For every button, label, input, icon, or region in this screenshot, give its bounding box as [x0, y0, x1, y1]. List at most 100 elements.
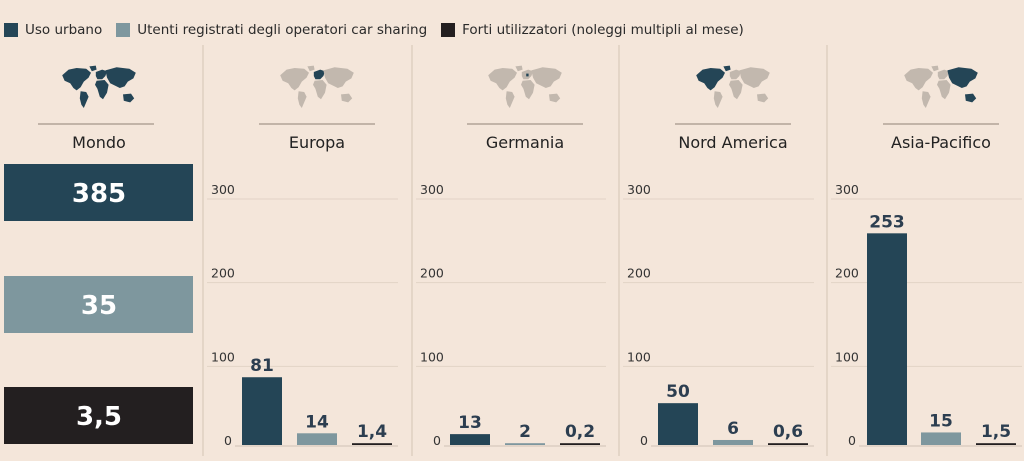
panel-title: Germania [486, 133, 564, 152]
continent-sa [79, 91, 89, 108]
legend-item: Utenti registrati degli operatori car sh… [116, 22, 427, 38]
y-tick-label: 100 [420, 349, 444, 364]
bar-value-label: 13 [458, 413, 482, 433]
continent-na [62, 65, 97, 91]
bar-value-label: 15 [929, 411, 953, 431]
bar-value-label: 0,6 [773, 422, 803, 442]
continent-sa [297, 91, 307, 108]
continent-eu [313, 69, 325, 80]
world-map-icon [62, 65, 136, 108]
summary-box [4, 387, 193, 444]
y-tick-label: 100 [835, 349, 859, 364]
region-panel: Nord America 0 100 200 300 50 6 0,6 [623, 65, 814, 448]
y-tick-label: 300 [420, 182, 444, 197]
continent-eu [937, 69, 949, 80]
y-tick-label: 300 [627, 182, 651, 197]
world-map-icon [696, 65, 770, 108]
panel-title: Mondo [72, 133, 126, 152]
continent-eu [95, 69, 107, 80]
continent-af [521, 80, 535, 100]
bar-value-label: 1,5 [981, 422, 1011, 442]
legend-label: Forti utilizzatori (noleggi multipli al … [462, 22, 744, 38]
bar-value-label: 2 [519, 422, 531, 442]
bar-value-label: 50 [666, 382, 690, 402]
y-tick-label: 200 [211, 266, 235, 281]
continent-as [323, 67, 354, 88]
legend-swatch [116, 23, 131, 37]
bar [867, 233, 907, 445]
legend-label: Utenti registrati degli operatori car sh… [137, 22, 428, 38]
summary-value: 35 [81, 291, 117, 321]
bar [242, 377, 282, 445]
bar [713, 439, 753, 445]
bar-value-label: 0,2 [565, 422, 595, 442]
legend-swatch [4, 23, 18, 37]
legend-item: Forti utilizzatori (noleggi multipli al … [441, 22, 744, 38]
bar [505, 443, 545, 445]
bar-value-label: 14 [305, 412, 329, 432]
bar [658, 403, 698, 445]
region-panel: Germania 0 100 200 300 13 2 0,2 [416, 65, 606, 448]
bar [297, 433, 337, 445]
summary-value: 3,5 [76, 402, 122, 432]
panel-title: Asia-Pacifico [891, 133, 991, 152]
continent-na [488, 65, 523, 91]
y-tick-label: 100 [211, 349, 235, 364]
bar-value-label: 1,4 [357, 422, 387, 442]
continent-au [549, 93, 561, 103]
continent-au [123, 93, 135, 103]
y-tick-label: 100 [627, 349, 651, 364]
continent-eu [729, 69, 741, 80]
continent-af [95, 80, 109, 100]
y-tick-label: 300 [835, 182, 859, 197]
bar-value-label: 81 [250, 356, 274, 376]
continent-na [696, 65, 731, 91]
continent-sa [921, 91, 931, 108]
legend: Uso urbano Utenti registrati degli operat… [4, 20, 748, 40]
legend-item: Uso urbano [4, 22, 102, 38]
panel-title: Europa [289, 133, 345, 152]
panel-title: Nord America [678, 133, 787, 152]
bar [921, 432, 961, 445]
continent-sa [713, 91, 723, 108]
region-panel: Europa 0 100 200 300 81 14 1,4 [207, 65, 398, 448]
world-map-icon [488, 65, 562, 108]
continent-as [105, 67, 136, 88]
continent-germany [526, 73, 529, 77]
y-tick-label: 0 [848, 433, 856, 448]
world-map-icon [280, 65, 354, 108]
continent-af [937, 80, 951, 100]
continent-au [341, 93, 353, 103]
continent-sa [505, 91, 515, 108]
bar [560, 443, 600, 445]
y-tick-label: 200 [835, 266, 859, 281]
continent-au [757, 93, 769, 103]
continent-as [947, 67, 978, 88]
continent-as [531, 67, 562, 88]
continent-au [965, 93, 977, 103]
bar [976, 443, 1016, 445]
y-tick-label: 0 [640, 433, 648, 448]
bar [768, 443, 808, 445]
bar [352, 443, 392, 445]
summary-box [4, 276, 193, 333]
continent-af [729, 80, 743, 100]
summary-box [4, 164, 193, 221]
y-tick-label: 300 [211, 182, 235, 197]
y-tick-label: 0 [224, 433, 232, 448]
continent-as [739, 67, 770, 88]
continent-af [313, 80, 327, 100]
region-panel: Asia-Pacifico 0 100 200 300 253 15 1,5 [831, 65, 1022, 448]
y-tick-label: 200 [420, 266, 444, 281]
bar-value-label: 253 [869, 212, 905, 232]
legend-swatch [441, 23, 456, 37]
y-tick-label: 200 [627, 266, 651, 281]
y-tick-label: 0 [433, 433, 441, 448]
legend-label: Uso urbano [25, 22, 103, 38]
bar-value-label: 6 [727, 419, 739, 439]
continent-na [904, 65, 939, 91]
continent-na [280, 65, 315, 91]
summary-value: 385 [72, 179, 126, 209]
bar [450, 434, 490, 445]
